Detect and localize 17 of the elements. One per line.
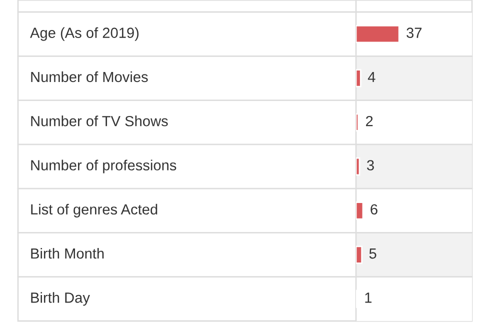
bar [356, 246, 363, 264]
data-label: 4 [368, 72, 376, 82]
bar [356, 69, 362, 88]
y-tick-label: Age (As of 2019) [30, 27, 139, 41]
y-tick-label: List of genres Acted [31, 204, 158, 218]
y-tick-label: Number of TV Shows [31, 116, 168, 126]
y-tick-label: Number of professions [31, 160, 176, 174]
data-label: 1 [365, 292, 372, 303]
data-label: 6 [370, 204, 378, 215]
data-label: 2 [366, 116, 373, 126]
bar [356, 157, 360, 176]
y-tick-label: Birth Day [31, 292, 90, 306]
data-label: 5 [369, 248, 376, 259]
y-tick-label: Birth Month [31, 248, 104, 259]
data-label: 37 [406, 28, 422, 38]
y-tick-label: Number of Movies [31, 71, 148, 82]
data-label: 3 [366, 160, 374, 170]
